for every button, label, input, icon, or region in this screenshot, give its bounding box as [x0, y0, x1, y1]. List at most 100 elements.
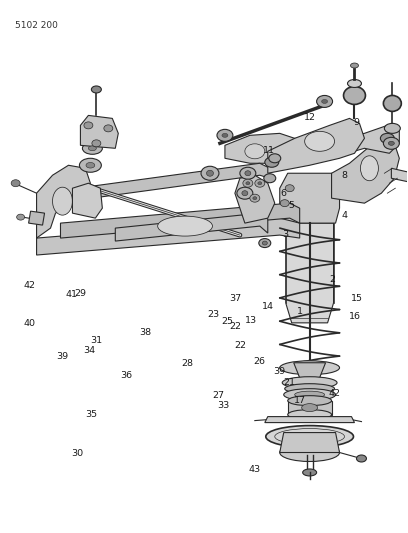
Text: 42: 42: [24, 280, 36, 289]
Ellipse shape: [360, 156, 378, 181]
Polygon shape: [60, 203, 299, 238]
Text: 21: 21: [284, 378, 295, 387]
Polygon shape: [235, 175, 275, 223]
Text: 29: 29: [74, 288, 86, 297]
Ellipse shape: [348, 79, 361, 87]
Ellipse shape: [357, 455, 366, 462]
Ellipse shape: [245, 171, 251, 176]
Ellipse shape: [243, 179, 253, 187]
Text: 22: 22: [229, 321, 241, 330]
Text: 40: 40: [24, 319, 36, 328]
Text: 42: 42: [328, 389, 340, 398]
Polygon shape: [37, 218, 299, 255]
Ellipse shape: [258, 182, 262, 185]
Ellipse shape: [282, 377, 337, 389]
Ellipse shape: [250, 194, 260, 202]
Text: 34: 34: [83, 346, 95, 355]
Text: 2: 2: [329, 275, 335, 284]
Text: 38: 38: [139, 328, 151, 337]
Ellipse shape: [264, 174, 276, 183]
Ellipse shape: [388, 141, 395, 146]
Ellipse shape: [350, 63, 359, 68]
Ellipse shape: [288, 410, 332, 419]
Text: 31: 31: [90, 336, 102, 345]
Ellipse shape: [255, 179, 265, 187]
Polygon shape: [80, 116, 118, 148]
Text: 22: 22: [235, 341, 246, 350]
Ellipse shape: [86, 163, 95, 168]
Ellipse shape: [89, 146, 96, 151]
Polygon shape: [332, 139, 399, 203]
Polygon shape: [115, 213, 268, 241]
Polygon shape: [288, 401, 332, 415]
Text: 4: 4: [341, 212, 347, 221]
Text: 8: 8: [341, 171, 347, 180]
Polygon shape: [280, 173, 339, 223]
Ellipse shape: [269, 154, 281, 163]
Polygon shape: [286, 223, 334, 323]
Text: 5102 200: 5102 200: [15, 21, 58, 30]
Ellipse shape: [288, 395, 332, 406]
Ellipse shape: [295, 391, 325, 398]
Polygon shape: [265, 417, 355, 423]
Text: 15: 15: [350, 294, 362, 303]
Ellipse shape: [246, 182, 250, 185]
Ellipse shape: [91, 86, 101, 93]
Text: 33: 33: [217, 401, 230, 410]
Ellipse shape: [285, 384, 335, 394]
Text: 41: 41: [66, 289, 78, 298]
Polygon shape: [40, 163, 270, 205]
Ellipse shape: [380, 133, 395, 143]
Text: 23: 23: [208, 310, 220, 319]
Polygon shape: [391, 165, 408, 185]
Ellipse shape: [217, 130, 233, 141]
Ellipse shape: [303, 469, 317, 476]
Ellipse shape: [104, 125, 113, 132]
Polygon shape: [294, 363, 326, 378]
Text: 3: 3: [282, 230, 288, 239]
Ellipse shape: [222, 133, 228, 138]
Text: 43: 43: [249, 465, 261, 474]
Ellipse shape: [280, 200, 289, 207]
Ellipse shape: [201, 166, 219, 180]
Ellipse shape: [11, 180, 20, 187]
Ellipse shape: [299, 433, 321, 440]
Ellipse shape: [82, 142, 102, 154]
Ellipse shape: [302, 403, 317, 411]
Ellipse shape: [157, 216, 213, 236]
Text: 39: 39: [273, 367, 285, 376]
Ellipse shape: [245, 144, 265, 159]
Text: 14: 14: [262, 302, 274, 311]
Text: 5: 5: [288, 201, 295, 210]
Ellipse shape: [305, 131, 335, 151]
Ellipse shape: [280, 443, 339, 462]
Text: 25: 25: [222, 317, 234, 326]
Text: 28: 28: [181, 359, 193, 368]
Text: 35: 35: [86, 410, 98, 419]
Polygon shape: [268, 118, 364, 173]
Text: 17: 17: [293, 396, 306, 405]
Ellipse shape: [53, 187, 73, 215]
Ellipse shape: [266, 425, 353, 448]
Ellipse shape: [344, 86, 366, 104]
Polygon shape: [29, 211, 44, 225]
Ellipse shape: [206, 170, 213, 176]
Text: 30: 30: [71, 449, 83, 458]
Text: 1: 1: [297, 307, 303, 316]
Text: 39: 39: [56, 352, 69, 361]
Ellipse shape: [285, 185, 294, 192]
Text: 9: 9: [353, 118, 359, 127]
Polygon shape: [225, 125, 399, 163]
Polygon shape: [37, 165, 91, 238]
Ellipse shape: [317, 95, 333, 108]
Text: 26: 26: [253, 357, 265, 366]
Ellipse shape: [384, 138, 399, 149]
Ellipse shape: [253, 197, 257, 200]
Text: 6: 6: [280, 189, 286, 198]
Text: 13: 13: [245, 316, 257, 325]
Ellipse shape: [262, 241, 267, 245]
Polygon shape: [280, 433, 339, 453]
Ellipse shape: [265, 157, 279, 167]
Text: 16: 16: [348, 312, 360, 321]
Text: 36: 36: [121, 371, 133, 380]
